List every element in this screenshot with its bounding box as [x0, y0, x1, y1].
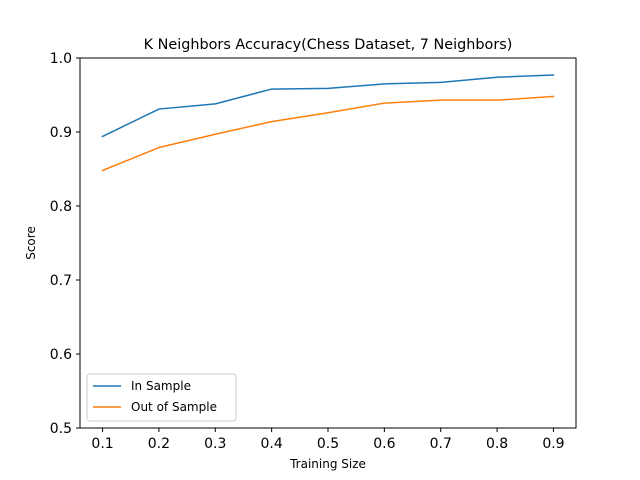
y-tick-label: 0.8 — [50, 199, 72, 215]
legend-label-in-sample: In Sample — [131, 379, 191, 393]
x-tick-label: 0.3 — [204, 436, 226, 452]
y-tick-label: 1.0 — [50, 51, 72, 67]
y-axis-ticks: 0.5 0.6 0.7 0.8 0.9 1.0 — [50, 51, 80, 437]
x-tick-label: 0.8 — [486, 436, 508, 452]
x-tick-label: 0.7 — [430, 436, 452, 452]
y-tick-label: 0.5 — [50, 421, 72, 437]
y-axis-label: Score — [24, 226, 38, 260]
series-lines — [101, 74, 555, 172]
y-tick-label: 0.7 — [50, 273, 72, 289]
x-axis-ticks: 0.1 0.2 0.3 0.4 0.5 0.6 0.7 0.8 0.9 — [91, 428, 565, 452]
x-axis-label: Training Size — [289, 457, 366, 471]
chart-title: K Neighbors Accuracy(Chess Dataset, 7 Ne… — [144, 37, 513, 53]
series-line-out-of-sample — [101, 95, 555, 172]
x-tick-label: 0.4 — [261, 436, 283, 452]
x-tick-label: 0.6 — [373, 436, 395, 452]
series-line-in-sample — [101, 74, 555, 138]
legend: In Sample Out of Sample — [86, 373, 237, 422]
plot-area-frame — [79, 57, 577, 429]
x-tick-label: 0.2 — [148, 436, 170, 452]
legend-box — [86, 373, 237, 422]
y-tick-label: 0.6 — [50, 347, 72, 363]
x-tick-label: 0.9 — [542, 436, 564, 452]
x-tick-label: 0.5 — [317, 436, 339, 452]
legend-label-out-of-sample: Out of Sample — [131, 400, 217, 414]
x-tick-label: 0.1 — [91, 436, 113, 452]
y-tick-label: 0.9 — [50, 125, 72, 141]
